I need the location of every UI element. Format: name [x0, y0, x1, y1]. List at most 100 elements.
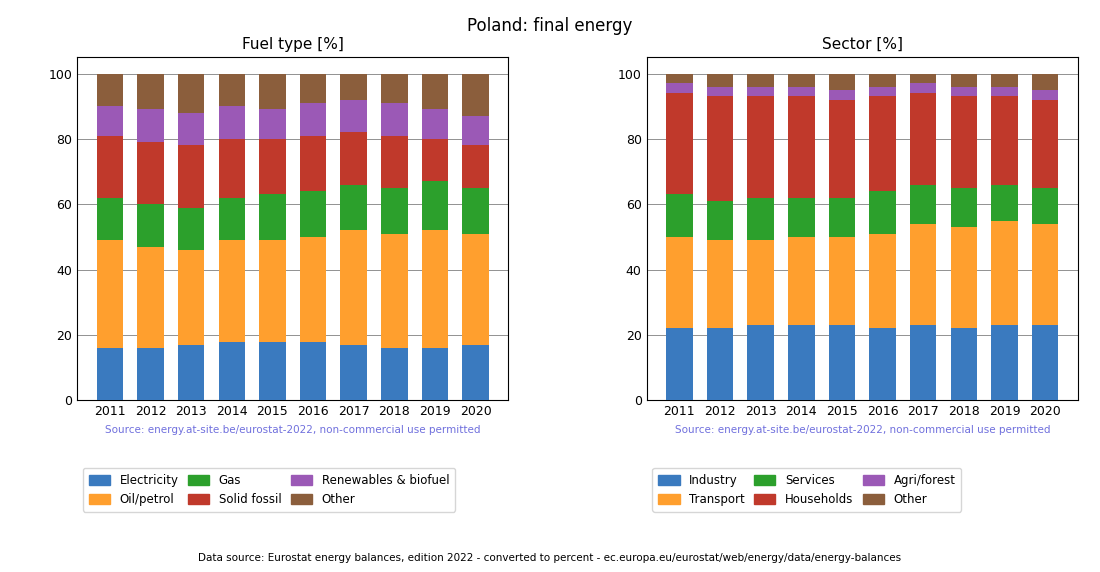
Bar — [260, 109, 286, 139]
Bar — [462, 234, 488, 345]
Bar — [991, 325, 1018, 400]
Bar — [260, 139, 286, 194]
Bar — [667, 194, 693, 237]
Bar — [667, 84, 693, 93]
Bar — [910, 224, 936, 325]
X-axis label: Source: energy.at-site.be/eurostat-2022, non-commercial use permitted: Source: energy.at-site.be/eurostat-2022,… — [104, 425, 481, 435]
Bar — [1032, 188, 1058, 224]
Bar — [300, 74, 327, 103]
Bar — [828, 100, 855, 198]
Bar — [869, 234, 895, 328]
Bar — [219, 139, 245, 198]
Bar — [462, 74, 488, 116]
Bar — [300, 237, 327, 341]
Bar — [707, 86, 734, 97]
Bar — [747, 240, 774, 325]
Bar — [1032, 224, 1058, 325]
Bar — [341, 74, 367, 100]
Bar — [788, 74, 814, 86]
Bar — [341, 100, 367, 132]
Bar — [178, 113, 205, 145]
Bar — [667, 328, 693, 400]
Text: Data source: Eurostat energy balances, edition 2022 - converted to percent - ec.: Data source: Eurostat energy balances, e… — [198, 554, 902, 563]
Bar — [97, 106, 123, 136]
Bar — [707, 74, 734, 86]
Bar — [260, 240, 286, 341]
Bar — [97, 240, 123, 348]
Bar — [950, 74, 977, 86]
Bar — [341, 345, 367, 400]
Bar — [219, 240, 245, 341]
Bar — [1032, 90, 1058, 100]
Bar — [869, 86, 895, 97]
Bar — [260, 341, 286, 400]
Bar — [178, 250, 205, 345]
Bar — [707, 201, 734, 240]
Bar — [747, 198, 774, 240]
Bar — [138, 247, 164, 348]
Bar — [828, 198, 855, 237]
Bar — [381, 74, 408, 103]
Bar — [300, 136, 327, 191]
Bar — [462, 345, 488, 400]
Bar — [747, 74, 774, 86]
Bar — [828, 325, 855, 400]
Bar — [341, 185, 367, 231]
Bar — [138, 204, 164, 247]
Bar — [910, 185, 936, 224]
Bar — [707, 240, 734, 328]
Bar — [421, 231, 448, 348]
Bar — [788, 325, 814, 400]
Bar — [421, 348, 448, 400]
Bar — [991, 86, 1018, 97]
Bar — [910, 325, 936, 400]
Bar — [950, 188, 977, 227]
Bar — [950, 97, 977, 188]
Bar — [381, 348, 408, 400]
Bar — [991, 74, 1018, 86]
Bar — [97, 136, 123, 198]
Bar — [138, 142, 164, 204]
Bar — [991, 97, 1018, 185]
Bar — [869, 74, 895, 86]
Bar — [421, 181, 448, 231]
Bar — [138, 74, 164, 109]
Legend: Electricity, Oil/petrol, Gas, Solid fossil, Renewables & biofuel, Other: Electricity, Oil/petrol, Gas, Solid foss… — [82, 468, 455, 512]
Bar — [828, 90, 855, 100]
Bar — [178, 74, 205, 113]
Legend: Industry, Transport, Services, Households, Agri/forest, Other: Industry, Transport, Services, Household… — [652, 468, 961, 512]
Bar — [910, 93, 936, 185]
Bar — [788, 198, 814, 237]
Bar — [667, 93, 693, 194]
Bar — [707, 97, 734, 201]
Title: Sector [%]: Sector [%] — [822, 37, 903, 52]
Bar — [910, 84, 936, 93]
Bar — [219, 106, 245, 139]
Bar — [219, 341, 245, 400]
Bar — [950, 328, 977, 400]
Bar — [178, 208, 205, 250]
Bar — [462, 116, 488, 145]
Bar — [300, 103, 327, 136]
Bar — [260, 194, 286, 240]
Bar — [178, 345, 205, 400]
Bar — [788, 237, 814, 325]
Bar — [788, 86, 814, 97]
Bar — [421, 109, 448, 139]
Bar — [667, 237, 693, 328]
Bar — [667, 74, 693, 84]
Bar — [138, 348, 164, 400]
Bar — [747, 97, 774, 198]
Bar — [381, 103, 408, 136]
Bar — [462, 188, 488, 234]
Bar — [421, 74, 448, 109]
Bar — [747, 86, 774, 97]
Bar — [788, 97, 814, 198]
Bar — [869, 191, 895, 234]
Bar — [341, 231, 367, 345]
Bar — [219, 198, 245, 240]
Bar — [300, 191, 327, 237]
Bar — [300, 341, 327, 400]
Bar — [991, 221, 1018, 325]
Bar — [707, 328, 734, 400]
